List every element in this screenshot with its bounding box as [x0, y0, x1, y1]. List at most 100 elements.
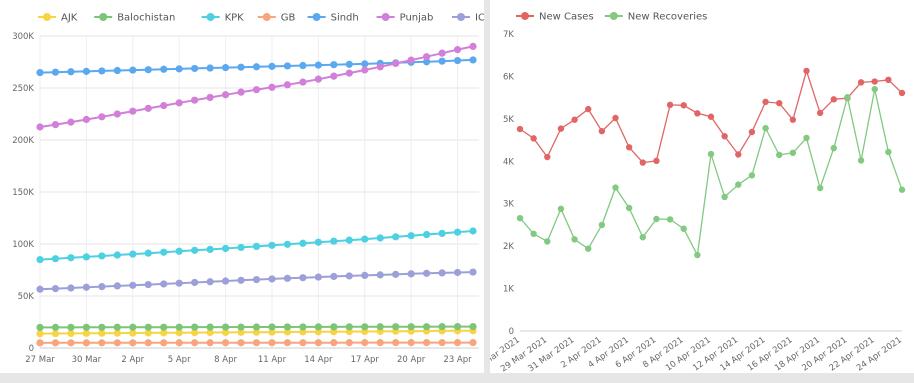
- x-tick-label: 11 Apr: [258, 355, 287, 365]
- data-point-balochistan: [268, 323, 276, 331]
- data-point-kpk: [129, 250, 137, 258]
- data-point-sindh: [206, 64, 214, 72]
- data-point-ajk: [252, 328, 261, 336]
- legend-label: Sindh: [331, 13, 359, 24]
- data-point-sindh: [221, 64, 230, 72]
- data-point-kpk: [191, 246, 199, 254]
- data-point-kpk: [361, 235, 369, 243]
- data-point-ict: [423, 269, 431, 277]
- data-point-sindh: [438, 57, 446, 65]
- legend-item-punjab: Punjab: [376, 13, 433, 24]
- data-point-new-cases: [830, 96, 837, 103]
- data-point-kpk: [392, 233, 400, 241]
- panel-divider: [484, 0, 490, 383]
- data-point-ajk: [299, 328, 307, 336]
- data-point-punjab: [67, 118, 75, 126]
- data-point-new-cases: [748, 128, 756, 136]
- data-point-punjab: [392, 59, 400, 68]
- y-tick-label: 4K: [503, 157, 514, 167]
- data-point-balochistan: [51, 323, 60, 331]
- data-point-new-recoveries: [571, 236, 578, 243]
- data-point-new-cases: [557, 125, 565, 132]
- data-point-ajk: [268, 328, 276, 336]
- data-point-sindh: [144, 66, 152, 74]
- data-point-gb: [314, 339, 322, 347]
- data-point-gb: [283, 339, 292, 347]
- data-point-balochistan: [206, 323, 214, 331]
- data-point-new-recoveries: [898, 186, 906, 193]
- data-point-ajk: [98, 329, 106, 337]
- data-point-new-cases: [530, 135, 537, 142]
- data-point-balochistan: [160, 323, 168, 331]
- data-point-ict: [283, 274, 292, 282]
- data-point-ajk: [36, 330, 44, 338]
- data-point-ajk: [191, 329, 199, 337]
- data-point-sindh: [314, 61, 322, 69]
- data-point-sindh: [268, 62, 276, 70]
- data-point-ict: [206, 278, 214, 286]
- data-point-gb: [221, 339, 230, 347]
- data-point-balochistan: [36, 323, 44, 332]
- data-point-new-recoveries: [653, 215, 660, 223]
- data-point-ict: [268, 275, 276, 283]
- data-point-new-recoveries: [680, 225, 687, 232]
- data-point-new-recoveries: [666, 216, 674, 223]
- data-point-punjab: [113, 110, 121, 118]
- data-point-sindh: [361, 60, 369, 68]
- data-point-punjab: [98, 113, 106, 121]
- data-point-gb: [144, 339, 152, 347]
- y-tick-label: 150K: [12, 188, 34, 198]
- series-new-recoveries: [516, 85, 906, 259]
- data-point-gb: [67, 339, 75, 347]
- data-point-ict: [221, 277, 230, 285]
- x-tick-label: 2 Apr: [121, 355, 144, 365]
- data-point-kpk: [175, 247, 183, 255]
- data-point-ict: [144, 280, 152, 289]
- x-tick-label: 8 Apr: [214, 355, 237, 365]
- data-point-sindh: [129, 66, 137, 74]
- data-point-kpk: [345, 236, 353, 244]
- data-point-kpk: [423, 230, 431, 239]
- data-point-gb: [252, 339, 261, 347]
- data-point-balochistan: [237, 323, 245, 331]
- data-point-new-cases: [598, 127, 606, 135]
- legend-item-ict: ICT: [452, 13, 492, 24]
- data-point-punjab: [361, 66, 369, 74]
- data-point-sindh: [113, 66, 121, 75]
- data-point-punjab: [206, 93, 214, 102]
- data-point-gb: [51, 339, 60, 347]
- data-point-new-recoveries: [789, 149, 797, 156]
- data-point-gb: [191, 339, 199, 347]
- data-point-gb: [36, 339, 44, 347]
- data-point-gb: [98, 339, 106, 347]
- data-point-gb: [376, 339, 384, 347]
- data-point-new-recoveries: [544, 238, 551, 245]
- data-point-gb: [453, 338, 462, 347]
- x-tick-label: 20 Apr: [397, 355, 426, 365]
- data-point-punjab: [36, 123, 44, 131]
- data-point-new-recoveries: [735, 181, 742, 188]
- data-point-new-recoveries: [816, 184, 824, 192]
- data-point-kpk: [376, 234, 384, 242]
- data-point-sindh: [299, 61, 307, 70]
- data-point-ict: [67, 284, 75, 292]
- data-point-kpk: [36, 256, 44, 264]
- x-tick-label: 30 Mar: [72, 355, 102, 365]
- data-point-kpk: [283, 240, 292, 248]
- data-point-balochistan: [392, 323, 400, 331]
- data-point-new-cases: [612, 114, 619, 122]
- data-point-gb: [129, 339, 137, 347]
- legend-swatch-dot: [609, 12, 618, 20]
- series-ict: [36, 268, 477, 293]
- data-point-gb: [469, 338, 477, 347]
- data-point-kpk: [314, 238, 322, 246]
- data-point-ajk: [175, 329, 183, 337]
- data-point-kpk: [113, 251, 121, 259]
- data-point-ict: [345, 272, 353, 280]
- data-point-gb: [82, 339, 90, 347]
- y-tick-label: 1K: [503, 285, 514, 295]
- data-point-ajk: [51, 329, 60, 338]
- data-point-balochistan: [314, 323, 322, 331]
- data-point-punjab: [237, 88, 245, 96]
- data-point-punjab: [160, 101, 168, 110]
